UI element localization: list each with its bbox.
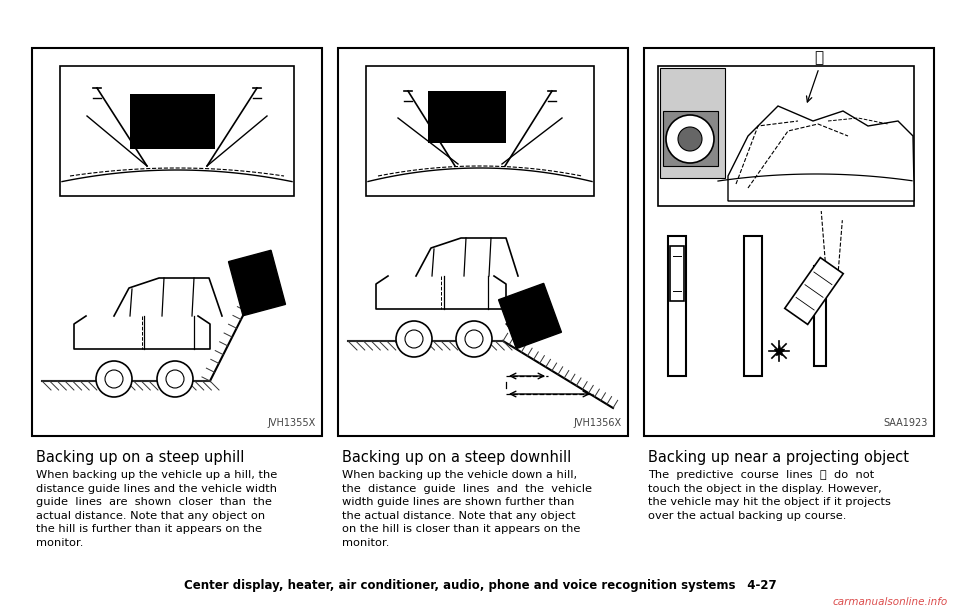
Text: When backing up the vehicle down a hill,
the  distance  guide  lines  and  the  : When backing up the vehicle down a hill,… — [342, 470, 592, 548]
Bar — [660, 68, 725, 178]
Bar — [366, 66, 594, 196]
Circle shape — [96, 361, 132, 397]
Bar — [32, 48, 322, 436]
Circle shape — [405, 330, 423, 348]
Text: JVH1356X: JVH1356X — [574, 418, 622, 428]
Bar — [130, 94, 215, 149]
Text: Backing up near a projecting object: Backing up near a projecting object — [648, 450, 909, 465]
Text: Center display, heater, air conditioner, audio, phone and voice recognition syst: Center display, heater, air conditioner,… — [183, 579, 777, 592]
Polygon shape — [728, 106, 914, 201]
Circle shape — [456, 321, 492, 357]
Text: carmanualsonline.info: carmanualsonline.info — [832, 597, 948, 607]
Bar — [60, 66, 294, 196]
Text: SAA1923: SAA1923 — [883, 418, 928, 428]
Text: Backing up on a steep downhill: Backing up on a steep downhill — [342, 450, 571, 465]
Circle shape — [678, 127, 702, 151]
Circle shape — [465, 330, 483, 348]
Bar — [668, 236, 686, 376]
Bar — [663, 111, 718, 166]
Circle shape — [396, 321, 432, 357]
Circle shape — [157, 361, 193, 397]
Bar — [338, 48, 628, 436]
Text: The  predictive  course  lines  Ⓐ  do  not
touch the object in the display. Howe: The predictive course lines Ⓐ do not tou… — [648, 470, 891, 521]
Bar — [428, 91, 506, 143]
Bar — [644, 48, 934, 436]
Text: JVH1355X: JVH1355X — [268, 418, 316, 428]
Text: When backing up the vehicle up a hill, the
distance guide lines and the vehicle : When backing up the vehicle up a hill, t… — [36, 470, 277, 548]
Bar — [814, 266, 826, 366]
Bar — [658, 66, 914, 206]
Polygon shape — [498, 284, 562, 349]
Bar — [670, 246, 684, 301]
Text: Backing up on a steep uphill: Backing up on a steep uphill — [36, 450, 245, 465]
Circle shape — [166, 370, 184, 388]
Bar — [744, 236, 762, 376]
Polygon shape — [228, 251, 285, 316]
Circle shape — [666, 115, 714, 163]
Circle shape — [105, 370, 123, 388]
Text: Ⓐ: Ⓐ — [814, 51, 824, 65]
Polygon shape — [784, 258, 843, 324]
